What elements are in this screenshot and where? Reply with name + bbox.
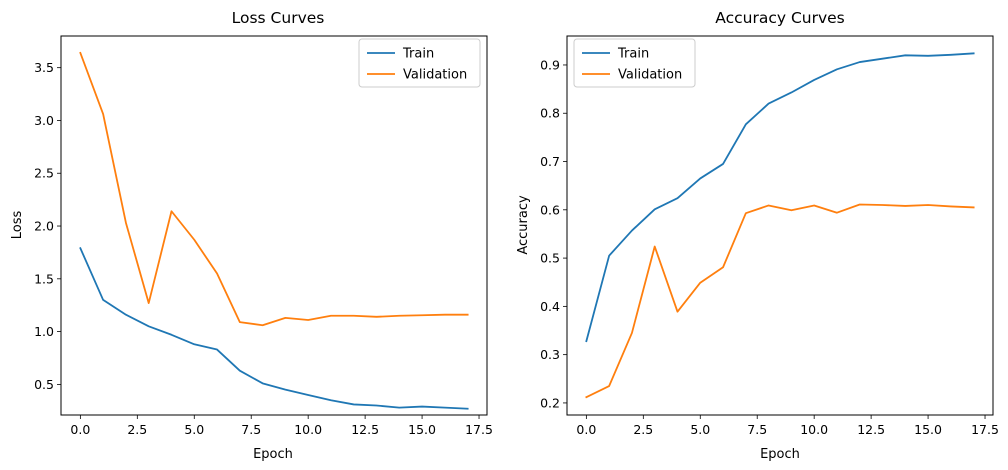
loss-chart-title: Loss Curves [232,9,325,27]
loss-y-tick-label: 1.5 [34,271,54,286]
accuracy-x-axis-label: Epoch [760,447,800,462]
loss-x-tick-label: 12.5 [351,422,379,437]
loss-legend: Train Validation [358,38,481,88]
loss-legend-label-train: Train [402,47,434,62]
loss-series-validation-line [79,51,469,327]
loss-plot-area: 0.0 2.5 5.0 7.5 10.0 12.5 15.0 17.5 0.5 1.0 1.5 2.0… [34,35,493,437]
loss-series-train-line [79,247,469,410]
accuracy-x-tick-label: 15.0 [914,422,942,437]
accuracy-x-tick-label: 10.0 [800,422,828,437]
loss-y-tick-label: 0.5 [34,377,54,392]
accuracy-y-tick-label: 0.5 [540,251,560,266]
loss-x-tick-label: 0.0 [70,422,90,437]
loss-chart: Loss Curves 0.0 2.5 5.0 7.5 10.0 12.5 15.0 17.5… [10,9,493,462]
loss-x-axis-label: Epoch [253,447,293,462]
accuracy-x-tick-label: 12.5 [857,422,885,437]
accuracy-y-tick-label: 0.4 [540,299,560,314]
accuracy-axes-frame [566,35,994,416]
loss-x-tick-label: 7.5 [241,422,261,437]
accuracy-legend-label-validation: Validation [618,68,682,83]
loss-x-tick-label: 10.0 [294,422,322,437]
loss-axes-frame [60,35,488,416]
accuracy-x-tick-label: 7.5 [747,422,767,437]
accuracy-chart: Accuracy Curves 0.0 2.5 5.0 7.5 10.0 12.5 15.0… [516,9,999,462]
accuracy-series-validation-line [585,203,975,399]
accuracy-y-tick-label: 0.8 [540,106,560,121]
accuracy-y-tick-label: 0.7 [540,154,560,169]
loss-legend-label-validation: Validation [403,68,467,83]
accuracy-series-train-line [585,52,975,343]
accuracy-legend: Train Validation [573,38,696,88]
loss-y-tick-label: 3.5 [34,60,54,75]
accuracy-x-tick-label: 0.0 [576,422,596,437]
loss-legend-box [358,38,481,88]
loss-y-tick-label: 3.0 [34,113,54,128]
loss-y-axis-label: Loss [10,211,25,240]
accuracy-x-tick-label: 17.5 [971,422,999,437]
loss-x-tick-label: 15.0 [408,422,436,437]
accuracy-y-tick-label: 0.3 [540,347,560,362]
accuracy-chart-title: Accuracy Curves [715,9,845,27]
loss-x-tick-label: 17.5 [465,422,493,437]
accuracy-y-tick-label: 0.6 [540,202,560,217]
accuracy-x-tick-label: 2.5 [633,422,653,437]
accuracy-plot-area: 0.0 2.5 5.0 7.5 10.0 12.5 15.0 17.5 0.2 0.3 0.4 0.5… [540,35,999,437]
accuracy-legend-label-train: Train [617,47,649,62]
accuracy-y-tick-label: 0.9 [540,57,560,72]
loss-x-tick-label: 2.5 [127,422,147,437]
accuracy-y-axis-label: Accuracy [516,195,531,255]
loss-y-tick-label: 1.0 [34,324,54,339]
accuracy-y-tick-label: 0.2 [540,395,560,410]
loss-x-tick-label: 5.0 [184,422,204,437]
loss-y-tick-label: 2.0 [34,219,54,234]
accuracy-legend-box [573,38,696,88]
accuracy-x-tick-label: 5.0 [690,422,710,437]
loss-y-tick-label: 2.5 [34,166,54,181]
